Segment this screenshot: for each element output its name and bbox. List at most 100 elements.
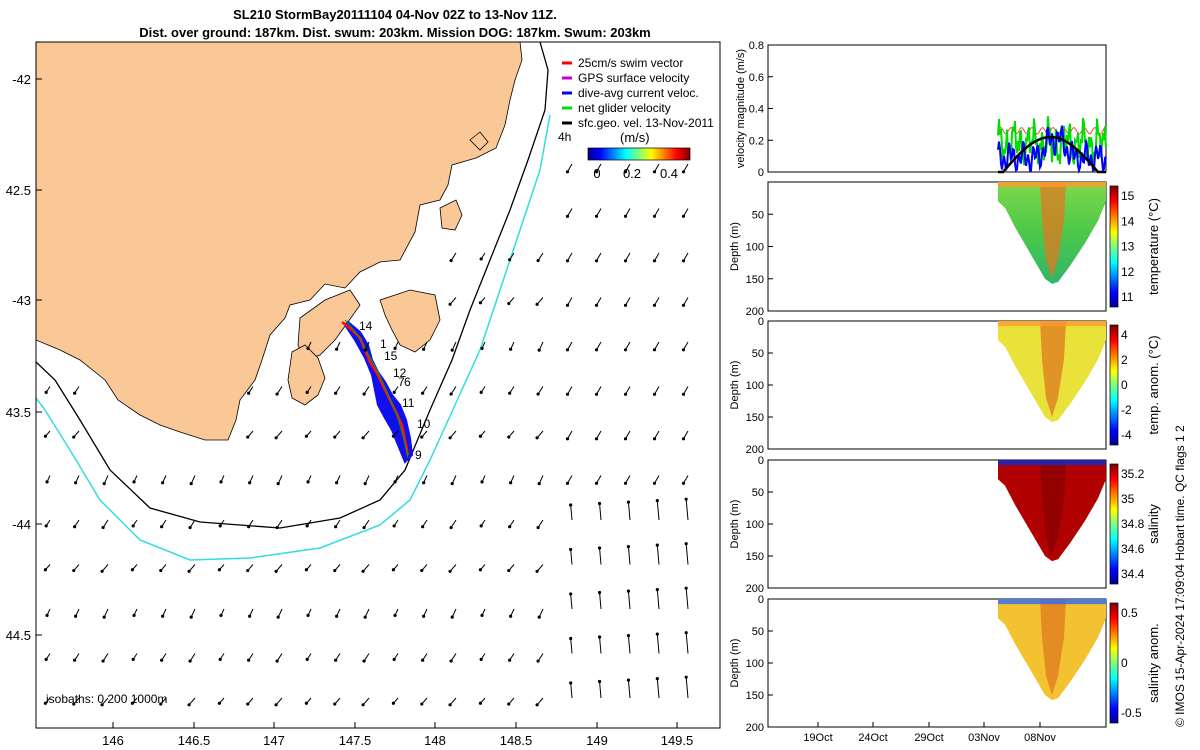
velocity-arrow xyxy=(656,500,660,521)
velocity-arrow-head xyxy=(681,303,686,307)
velocity-arrow-head xyxy=(246,702,250,706)
velocity-arrow-head xyxy=(652,259,657,263)
velocity-arrow-head xyxy=(335,614,339,618)
velocity-arrow xyxy=(685,588,689,610)
track-day-label: 1 xyxy=(380,337,387,351)
velocity-arrow xyxy=(627,591,631,610)
velocity-arrow-head xyxy=(275,525,279,530)
velocity-arrow-head xyxy=(132,480,136,484)
velocity-arrow-head xyxy=(535,302,539,306)
velocity-arrow-head xyxy=(448,703,452,707)
colorbar-label: salinity xyxy=(1146,504,1161,544)
surface-geostrophic-line xyxy=(998,135,1106,174)
colorbar-tick-label: 14 xyxy=(1121,214,1135,228)
velocity-arrow-head xyxy=(537,615,541,619)
velocity-arrow-head xyxy=(130,701,135,705)
velocity-arrow-head xyxy=(74,614,78,618)
velocity-arrow-head xyxy=(189,482,193,486)
land-bruny-island xyxy=(287,344,326,406)
velocity-arrow-head xyxy=(131,657,135,661)
track-day-label: 9 xyxy=(415,448,422,462)
colorbar-tick-label: 34.4 xyxy=(1121,567,1145,581)
isobath-200m xyxy=(36,42,549,529)
velocity-arrow xyxy=(656,545,660,565)
colorbar-tick-label: 0 xyxy=(1121,378,1128,392)
velocity-arrow-head xyxy=(535,436,539,440)
velocity-arrow-head xyxy=(131,524,135,528)
track-day-label: 10 xyxy=(417,417,431,431)
colorbar-tick-label: 11 xyxy=(1121,290,1134,304)
surface-layer xyxy=(998,460,1106,466)
velocity-arrow-head xyxy=(681,348,686,352)
velocity-arrow-head xyxy=(565,348,570,352)
velocity-arrow-head xyxy=(594,303,599,307)
velocity-arrow xyxy=(656,634,660,654)
land-schouten xyxy=(469,131,489,151)
legend-label: dive-avg current veloc. xyxy=(578,86,699,100)
velocity-arrow-head xyxy=(594,259,599,263)
y-tick-label: 0.6 xyxy=(749,72,764,84)
map-y-tick-labels: -42 42.5 -43 43.5 -44 44.5 xyxy=(6,72,42,643)
velocity-arrow-head xyxy=(362,659,366,663)
velocity-arrow-head xyxy=(626,678,631,682)
glider-track-green xyxy=(344,319,409,459)
y-tick-label: 0 xyxy=(758,167,764,179)
velocity-arrow-head xyxy=(652,303,657,307)
map-x-tick-label: 148.5 xyxy=(500,733,533,748)
footer-credit: © IMOS 15-Apr-2024 17:09:04 Hobart time.… xyxy=(1173,425,1187,727)
velocity-arrow-head xyxy=(594,348,599,352)
velocity-arrow xyxy=(627,546,631,565)
velocity-arrow-head xyxy=(219,613,223,617)
velocity-arrow-head xyxy=(392,657,396,661)
y-tick-label: 0 xyxy=(758,594,764,606)
velocity-arrow-head xyxy=(479,657,483,661)
velocity-arrow-head xyxy=(623,214,628,218)
velocity-arrow-head xyxy=(655,632,659,636)
colorbar-tick-label: 2 xyxy=(1121,353,1128,367)
track-day-label: 11 xyxy=(402,396,415,410)
velocity-arrow-head xyxy=(274,569,278,573)
velocity-arrow-head xyxy=(45,613,49,617)
legend-label: sfc.geo. vel. 13-Nov-2011 xyxy=(578,116,714,130)
velocity-arrow-head xyxy=(509,347,513,351)
velocity-arrow-head xyxy=(161,481,165,485)
map-y-tick-label: 44.5 xyxy=(6,628,31,643)
velocity-arrow-head xyxy=(334,525,338,529)
velocity-arrow-head xyxy=(594,214,599,218)
velocity-arrow-head xyxy=(274,703,278,707)
speed-colorbar-tick: 0 xyxy=(593,166,600,181)
y-tick-label: 0.4 xyxy=(749,104,764,116)
velocity-arrow-head xyxy=(565,481,570,485)
velocity-arrow-head xyxy=(565,303,570,307)
velocity-arrow-head xyxy=(43,434,48,438)
velocity-arrow-head xyxy=(101,525,105,530)
map-y-tick-label: 43.5 xyxy=(6,405,31,420)
colorbar-tick-label: 4 xyxy=(1121,328,1128,342)
velocity-arrow-head xyxy=(449,392,453,396)
velocity-arrow-head xyxy=(363,482,367,486)
velocity-arrow xyxy=(570,593,573,610)
velocity-arrow-head xyxy=(448,436,452,440)
y-axis-label: Depth (m) xyxy=(729,361,741,410)
velocity-arrow-head xyxy=(101,659,105,663)
velocity-arrow-head xyxy=(362,525,366,530)
velocity-arrow-head xyxy=(248,481,252,485)
velocity-arrow-head xyxy=(449,258,453,263)
velocity-arrow-head xyxy=(684,542,688,546)
velocity-arrow-head xyxy=(217,701,222,705)
velocity-arrow-head xyxy=(304,568,309,572)
velocity-arrow xyxy=(685,499,689,521)
velocity-arrow-head xyxy=(44,657,48,661)
colorbar xyxy=(1109,185,1119,308)
velocity-arrow xyxy=(627,635,631,654)
map-x-tick-label: 146 xyxy=(102,733,124,748)
velocity-arrow-head xyxy=(306,613,310,617)
velocity-arrow-head xyxy=(626,633,631,638)
section-core xyxy=(1040,460,1066,556)
velocity-arrow-head xyxy=(623,348,628,352)
velocity-arrow-head xyxy=(597,546,602,550)
contour-label: 4h xyxy=(558,130,571,144)
velocity-arrow-head xyxy=(219,480,223,484)
